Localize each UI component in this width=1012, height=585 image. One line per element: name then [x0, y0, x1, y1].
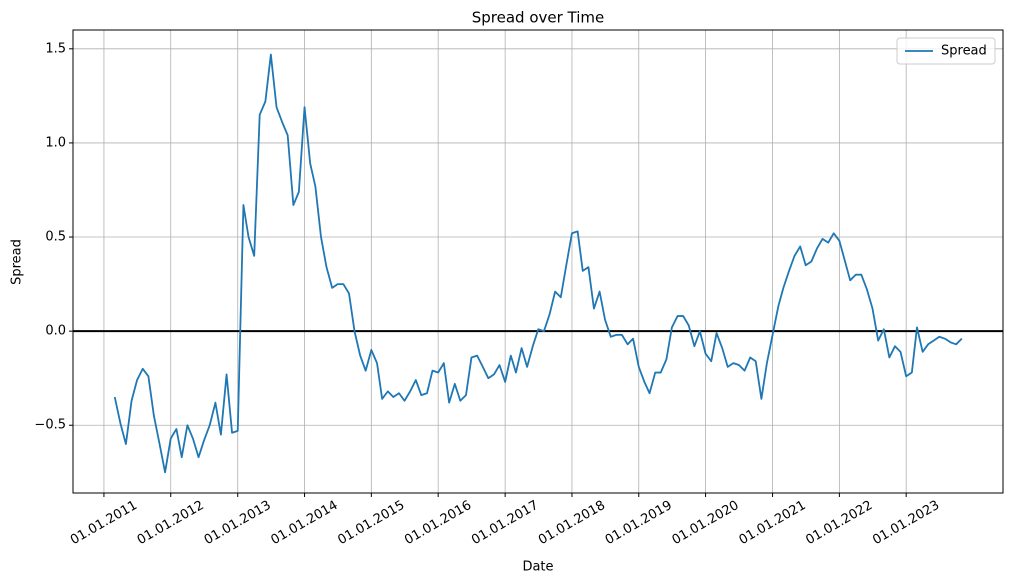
chart-title: Spread over Time [472, 9, 605, 27]
y-axis-label: Spread [10, 239, 25, 285]
y-tick-label: −0.5 [34, 418, 66, 433]
legend: Spread [896, 37, 996, 65]
data-line [113, 53, 963, 474]
y-tick-label: 0.5 [45, 230, 66, 245]
x-axis-label: Date [522, 560, 553, 575]
y-tick-label: 0.0 [45, 324, 66, 339]
legend-box [896, 37, 996, 65]
plot-frame [72, 29, 1004, 494]
legend-label: Spread [941, 44, 987, 59]
y-tick-label: 1.0 [45, 135, 66, 150]
y-tick-label: 1.5 [45, 41, 66, 56]
